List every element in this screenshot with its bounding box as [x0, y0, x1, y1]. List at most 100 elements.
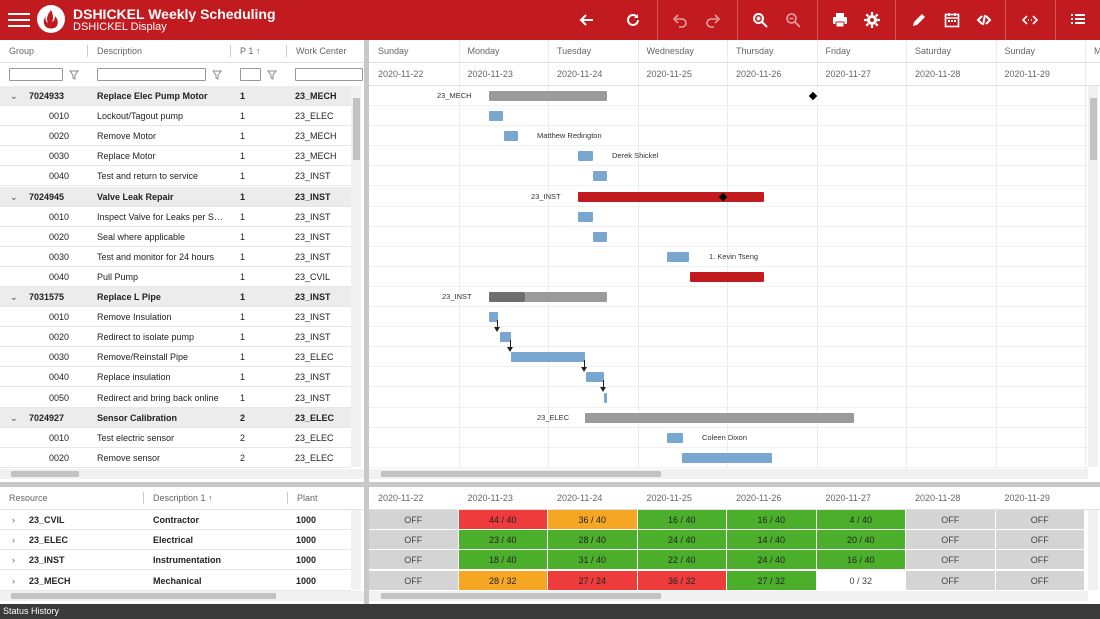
- chevron-right-icon[interactable]: ›: [12, 515, 15, 525]
- chevron-right-icon[interactable]: ›: [12, 535, 15, 546]
- gantt-task-bar[interactable]: [504, 131, 518, 142]
- capacity-cell[interactable]: 20 / 40: [816, 530, 906, 551]
- operation-row[interactable]: 0020 Seal where applicable 1 23_INST: [0, 227, 351, 247]
- capacity-cell[interactable]: 27 / 32: [727, 570, 817, 591]
- gantt-task-bar[interactable]: [489, 91, 607, 101]
- refresh-icon[interactable]: [622, 9, 644, 31]
- gantt-task-bar[interactable]: [489, 111, 503, 122]
- capacity-cell[interactable]: 44 / 40: [458, 510, 548, 530]
- zoom-in-icon[interactable]: [749, 9, 771, 31]
- list-icon[interactable]: [1067, 9, 1089, 31]
- zoom-out-icon[interactable]: [782, 9, 804, 31]
- capacity-cell[interactable]: 16 / 40: [637, 510, 727, 530]
- capacity-horizontal-scrollbar[interactable]: [369, 591, 1088, 601]
- pane-splitter[interactable]: [0, 482, 1100, 487]
- description-filter-input[interactable]: [97, 68, 206, 81]
- column-header-work-center[interactable]: Work Center: [296, 46, 347, 56]
- gantt-task-bar[interactable]: [489, 292, 525, 302]
- status-history-label[interactable]: Status History: [3, 606, 60, 616]
- capacity-cell[interactable]: OFF: [369, 530, 459, 551]
- capacity-cell[interactable]: OFF: [995, 510, 1085, 530]
- capacity-cell[interactable]: 0 / 32: [816, 570, 906, 591]
- capacity-cell[interactable]: 24 / 40: [637, 530, 727, 551]
- capacity-cell[interactable]: 28 / 32: [458, 570, 548, 591]
- order-group-row[interactable]: ⌄ 7024945 Valve Leak Repair 1 23_INST: [0, 186, 351, 207]
- gantt-task-bar[interactable]: [593, 231, 607, 242]
- order-group-row[interactable]: ⌄ 7024933 Replace Elec Pump Motor 1 23_MECH: [0, 86, 351, 106]
- undo-icon[interactable]: [669, 9, 691, 31]
- gantt-vertical-scrollbar[interactable]: [1088, 86, 1098, 467]
- pane-splitter[interactable]: [364, 40, 369, 604]
- operation-row[interactable]: 0010 Test electric sensor 2 23_ELEC: [0, 428, 351, 448]
- chevron-right-icon[interactable]: ›: [12, 575, 15, 586]
- gantt-task-bar[interactable]: [586, 372, 604, 383]
- chevron-down-icon[interactable]: ⌄: [10, 292, 18, 302]
- operation-row[interactable]: 0040 Replace insulation 1 23_INST: [0, 367, 351, 388]
- orders-vertical-scrollbar[interactable]: [351, 86, 361, 467]
- capacity-cell[interactable]: 14 / 40: [727, 530, 817, 551]
- capacity-cell[interactable]: 4 / 40: [816, 510, 906, 530]
- work-center-filter-input[interactable]: [295, 68, 363, 81]
- capacity-cell[interactable]: 31 / 40: [548, 550, 638, 571]
- capacity-cell[interactable]: OFF: [369, 550, 459, 571]
- gantt-task-bar[interactable]: [578, 211, 593, 222]
- expand-icon[interactable]: [1019, 9, 1041, 31]
- capacity-cell[interactable]: 28 / 40: [548, 530, 638, 551]
- chevron-right-icon[interactable]: ›: [12, 555, 15, 566]
- resources-horizontal-scrollbar[interactable]: [0, 591, 364, 601]
- filter-icon[interactable]: [267, 70, 277, 80]
- capacity-cell[interactable]: 16 / 40: [727, 510, 817, 530]
- column-header-plant[interactable]: Plant: [297, 493, 318, 503]
- filter-icon[interactable]: [212, 70, 222, 80]
- column-header-description[interactable]: Description: [88, 40, 231, 62]
- gantt-task-bar[interactable]: [578, 151, 593, 162]
- capacity-cell[interactable]: OFF: [906, 550, 996, 571]
- capacity-cell[interactable]: OFF: [995, 570, 1085, 591]
- capacity-cell[interactable]: OFF: [906, 530, 996, 551]
- group-filter-input[interactable]: [9, 68, 63, 81]
- print-icon[interactable]: [829, 9, 851, 31]
- operation-row[interactable]: 0010 Remove Insulation 1 23_INST: [0, 307, 351, 328]
- gantt-task-bar[interactable]: [593, 171, 607, 182]
- column-header-priority[interactable]: P 1 ↑: [231, 40, 287, 62]
- operation-row[interactable]: 0020 Redirect to isolate pump 1 23_INST: [0, 327, 351, 348]
- gantt-task-bar[interactable]: [585, 412, 854, 423]
- capacity-cell[interactable]: 27 / 24: [548, 570, 638, 591]
- gantt-task-bar[interactable]: [525, 292, 607, 302]
- operation-row[interactable]: 0050 Redirect and bring back online 1 23_IN…: [0, 388, 351, 408]
- gantt-horizontal-scrollbar[interactable]: [369, 469, 1088, 479]
- gantt-task-bar[interactable]: [500, 332, 511, 343]
- chevron-down-icon[interactable]: ⌄: [10, 191, 18, 202]
- redo-icon[interactable]: [702, 9, 724, 31]
- order-group-row[interactable]: ⌄ 7024927 Sensor Calibration 2 23_ELEC: [0, 407, 351, 428]
- status-bar[interactable]: Status History: [0, 604, 1100, 619]
- gantt-task-bar[interactable]: [667, 432, 683, 443]
- link-icon[interactable]: [973, 9, 995, 31]
- operation-row[interactable]: 0020 Remove sensor 2 23_ELEC: [0, 448, 351, 468]
- capacity-cell[interactable]: 24 / 40: [727, 550, 817, 571]
- priority-filter-input[interactable]: [240, 68, 261, 81]
- calendar-icon[interactable]: [941, 9, 963, 31]
- capacity-cell[interactable]: OFF: [369, 510, 459, 530]
- capacity-cell[interactable]: 16 / 40: [816, 550, 906, 571]
- resource-row[interactable]: › 23_MECH Mechanical 1000: [0, 571, 351, 591]
- gantt-task-bar[interactable]: [682, 452, 772, 463]
- operation-row[interactable]: 0030 Remove/Reinstall Pipe 1 23_ELEC: [0, 347, 351, 368]
- resource-row[interactable]: › 23_INST Instrumentation 1000: [0, 550, 351, 571]
- resources-vertical-scrollbar[interactable]: [351, 510, 361, 590]
- gantt-task-bar[interactable]: [511, 352, 585, 363]
- column-header-description-1[interactable]: Description 1 ↑: [144, 487, 288, 509]
- operation-row[interactable]: 0010 Inspect Valve for Leaks per SO... 1 23…: [0, 207, 351, 227]
- capacity-cell[interactable]: OFF: [906, 570, 996, 591]
- menu-icon[interactable]: [8, 9, 30, 31]
- capacity-cell[interactable]: OFF: [995, 550, 1085, 571]
- gantt-task-bar[interactable]: [604, 392, 607, 403]
- gantt-task-bar[interactable]: [667, 251, 689, 262]
- operation-row[interactable]: 0030 Test and monitor for 24 hours 1 23_INS…: [0, 247, 351, 267]
- column-header-resource[interactable]: Resource: [0, 487, 144, 509]
- operation-row[interactable]: 0030 Replace Motor 1 23_MECH: [0, 146, 351, 167]
- capacity-cell[interactable]: 36 / 40: [548, 510, 638, 530]
- edit-icon[interactable]: [908, 9, 930, 31]
- capacity-cell[interactable]: 23 / 40: [458, 530, 548, 551]
- filter-icon[interactable]: [69, 70, 79, 80]
